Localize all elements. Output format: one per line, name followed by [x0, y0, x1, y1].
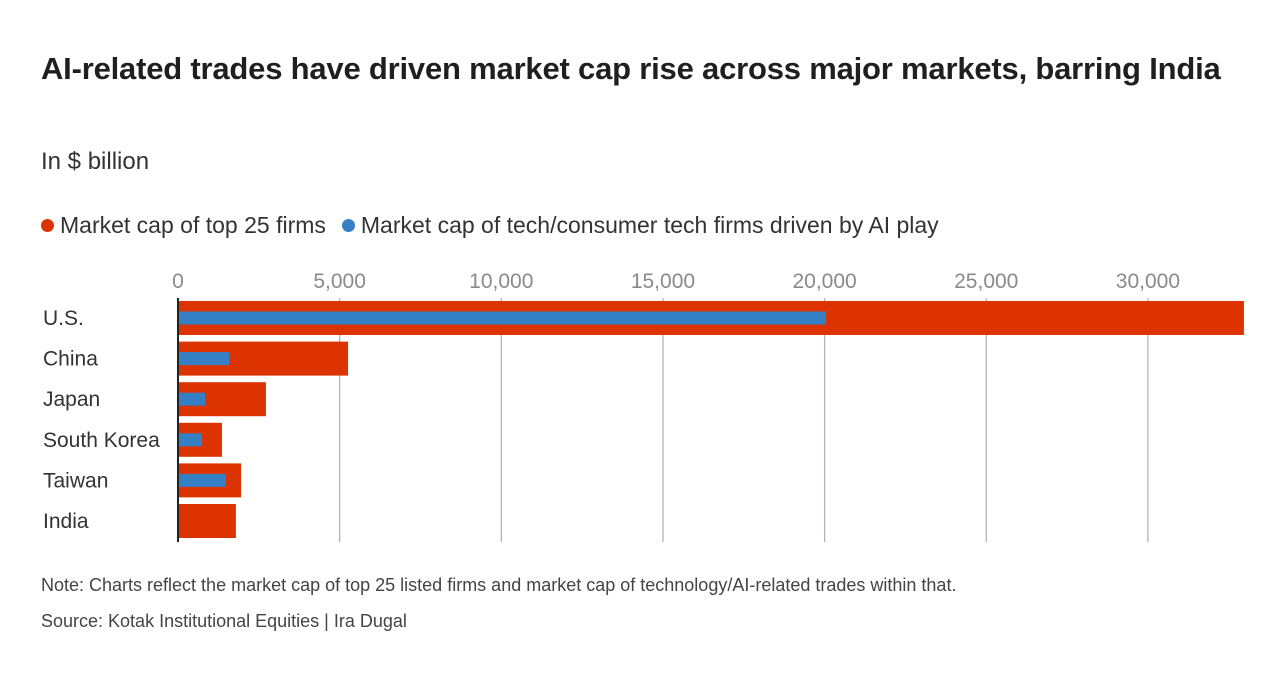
- chart-source: Source: Kotak Institutional Equities | I…: [41, 611, 407, 631]
- bar-ai: [178, 473, 226, 487]
- category-label: South Korea: [43, 429, 160, 452]
- legend-item-ai: Market cap of tech/consumer tech firms d…: [341, 212, 939, 239]
- x-tick-label: 20,000: [792, 270, 856, 293]
- bar-top25: [178, 504, 236, 538]
- legend-label-ai: Market cap of tech/consumer tech firms d…: [360, 212, 939, 238]
- category-label: India: [43, 510, 89, 533]
- legend: Market cap of top 25 firms Market cap of…: [41, 212, 955, 239]
- category-label: China: [43, 348, 98, 371]
- chart-title: AI-related trades have driven market cap…: [41, 51, 1221, 86]
- chart-subtitle: In $ billion: [41, 148, 150, 175]
- category-label: Taiwan: [43, 469, 108, 492]
- x-tick-label: 30,000: [1116, 270, 1180, 293]
- bar-ai: [178, 352, 230, 366]
- legend-label-top25: Market cap of top 25 firms: [60, 212, 326, 238]
- x-tick-label: 0: [172, 270, 184, 293]
- bar-ai: [178, 392, 206, 406]
- x-tick-label: 5,000: [313, 270, 366, 293]
- legend-dot-top25: [41, 219, 54, 232]
- bar-ai: [178, 433, 202, 447]
- category-label: U.S.: [43, 307, 84, 330]
- legend-item-top25: Market cap of top 25 firms: [41, 212, 326, 239]
- chart-note: Note: Charts reflect the market cap of t…: [41, 575, 957, 595]
- x-tick-label: 15,000: [631, 270, 695, 293]
- legend-dot-ai: [341, 219, 355, 232]
- x-tick-label: 10,000: [469, 270, 533, 293]
- x-tick-label: 25,000: [954, 270, 1018, 293]
- bar-chart: 0 5,000 10,000 15,000 20,000 25,000 30,000 U.S…: [43, 270, 1244, 542]
- bar-ai: [178, 311, 826, 325]
- category-label: Japan: [43, 388, 100, 411]
